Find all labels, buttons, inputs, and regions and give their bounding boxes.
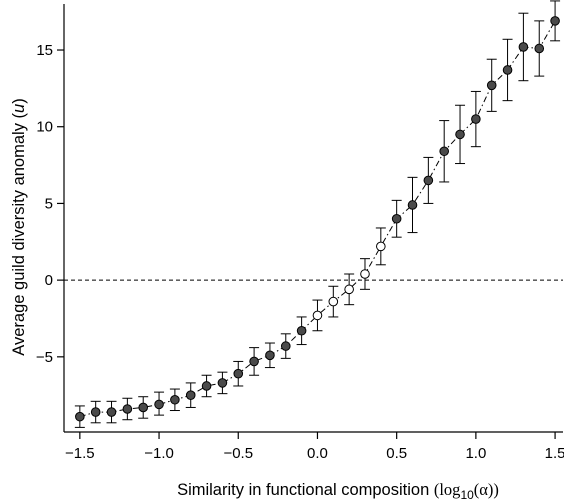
y-tick-label: 5	[45, 195, 53, 212]
axes: −1.5 −1.0 −0.5 0.0 0.5 1.0 1.5 −5 0 5 10 15	[36, 4, 564, 462]
y-axis-title: Average guild diversity anomaly (u)	[10, 98, 28, 355]
data-point-filled	[185, 390, 196, 400]
data-point-open	[344, 284, 354, 295]
data-markers	[75, 16, 560, 422]
data-point-filled	[138, 402, 149, 413]
data-point-filled	[471, 114, 481, 124]
error-bars	[74, 0, 561, 428]
data-point-filled	[407, 200, 418, 210]
x-tick-label: −1.0	[144, 445, 174, 462]
y-axis-title-italic: u	[10, 104, 28, 113]
y-ticks: −5 0 5 10 15	[36, 42, 64, 366]
data-point-filled	[75, 411, 85, 422]
y-tick-label: −5	[36, 349, 53, 366]
y-axis-title-text: Average guild diversity anomaly (	[10, 112, 28, 355]
x-tick-label: −0.5	[223, 445, 253, 462]
series-line	[79, 20, 556, 418]
data-point-filled	[534, 43, 545, 54]
data-point-filled	[106, 407, 117, 417]
data-point-open	[376, 241, 386, 252]
x-ticks: −1.5 −1.0 −0.5 0.0 0.5 1.0 1.5	[65, 432, 564, 462]
data-point-filled	[280, 341, 291, 351]
data-point-open	[312, 310, 323, 321]
data-point-filled	[249, 356, 259, 367]
y-tick-label: 10	[36, 119, 53, 136]
data-point-filled	[550, 16, 560, 26]
x-tick-label: −1.5	[65, 445, 95, 462]
data-point-filled	[423, 175, 434, 186]
x-tick-label: 1.0	[465, 445, 486, 462]
data-point-filled	[154, 399, 164, 410]
data-point-filled	[90, 407, 101, 417]
data-point-open	[360, 269, 370, 279]
y-tick-label: 0	[45, 272, 53, 289]
x-axis-title-math-open: (log	[434, 480, 461, 499]
data-point-filled	[296, 325, 307, 336]
data-point-open	[328, 296, 339, 307]
x-tick-label: 0.0	[307, 445, 328, 462]
data-point-filled	[518, 42, 529, 52]
data-point-filled	[502, 65, 513, 75]
data-point-filled	[217, 378, 228, 388]
data-point-filled	[455, 129, 465, 140]
x-axis-title: Similarity in functional composition (lo…	[177, 480, 499, 502]
data-point-filled	[201, 381, 212, 391]
y-axis-title-close: )	[10, 98, 28, 104]
data-point-filled	[122, 404, 133, 414]
data-point-filled	[265, 350, 275, 361]
x-axis-title-math-sub: 10	[460, 488, 474, 502]
data-point-filled	[170, 394, 180, 405]
data-point-filled	[486, 80, 497, 91]
x-axis-title-math-close: (α))	[474, 480, 499, 499]
data-point-filled	[233, 368, 244, 379]
series-line-group	[79, 20, 556, 418]
data-point-filled	[391, 213, 402, 224]
x-tick-label: 0.5	[386, 445, 407, 462]
x-axis-title-text: Similarity in functional composition	[177, 481, 434, 499]
x-tick-label: 1.5	[545, 445, 564, 462]
data-point-filled	[439, 146, 449, 157]
y-tick-label: 15	[36, 42, 53, 59]
